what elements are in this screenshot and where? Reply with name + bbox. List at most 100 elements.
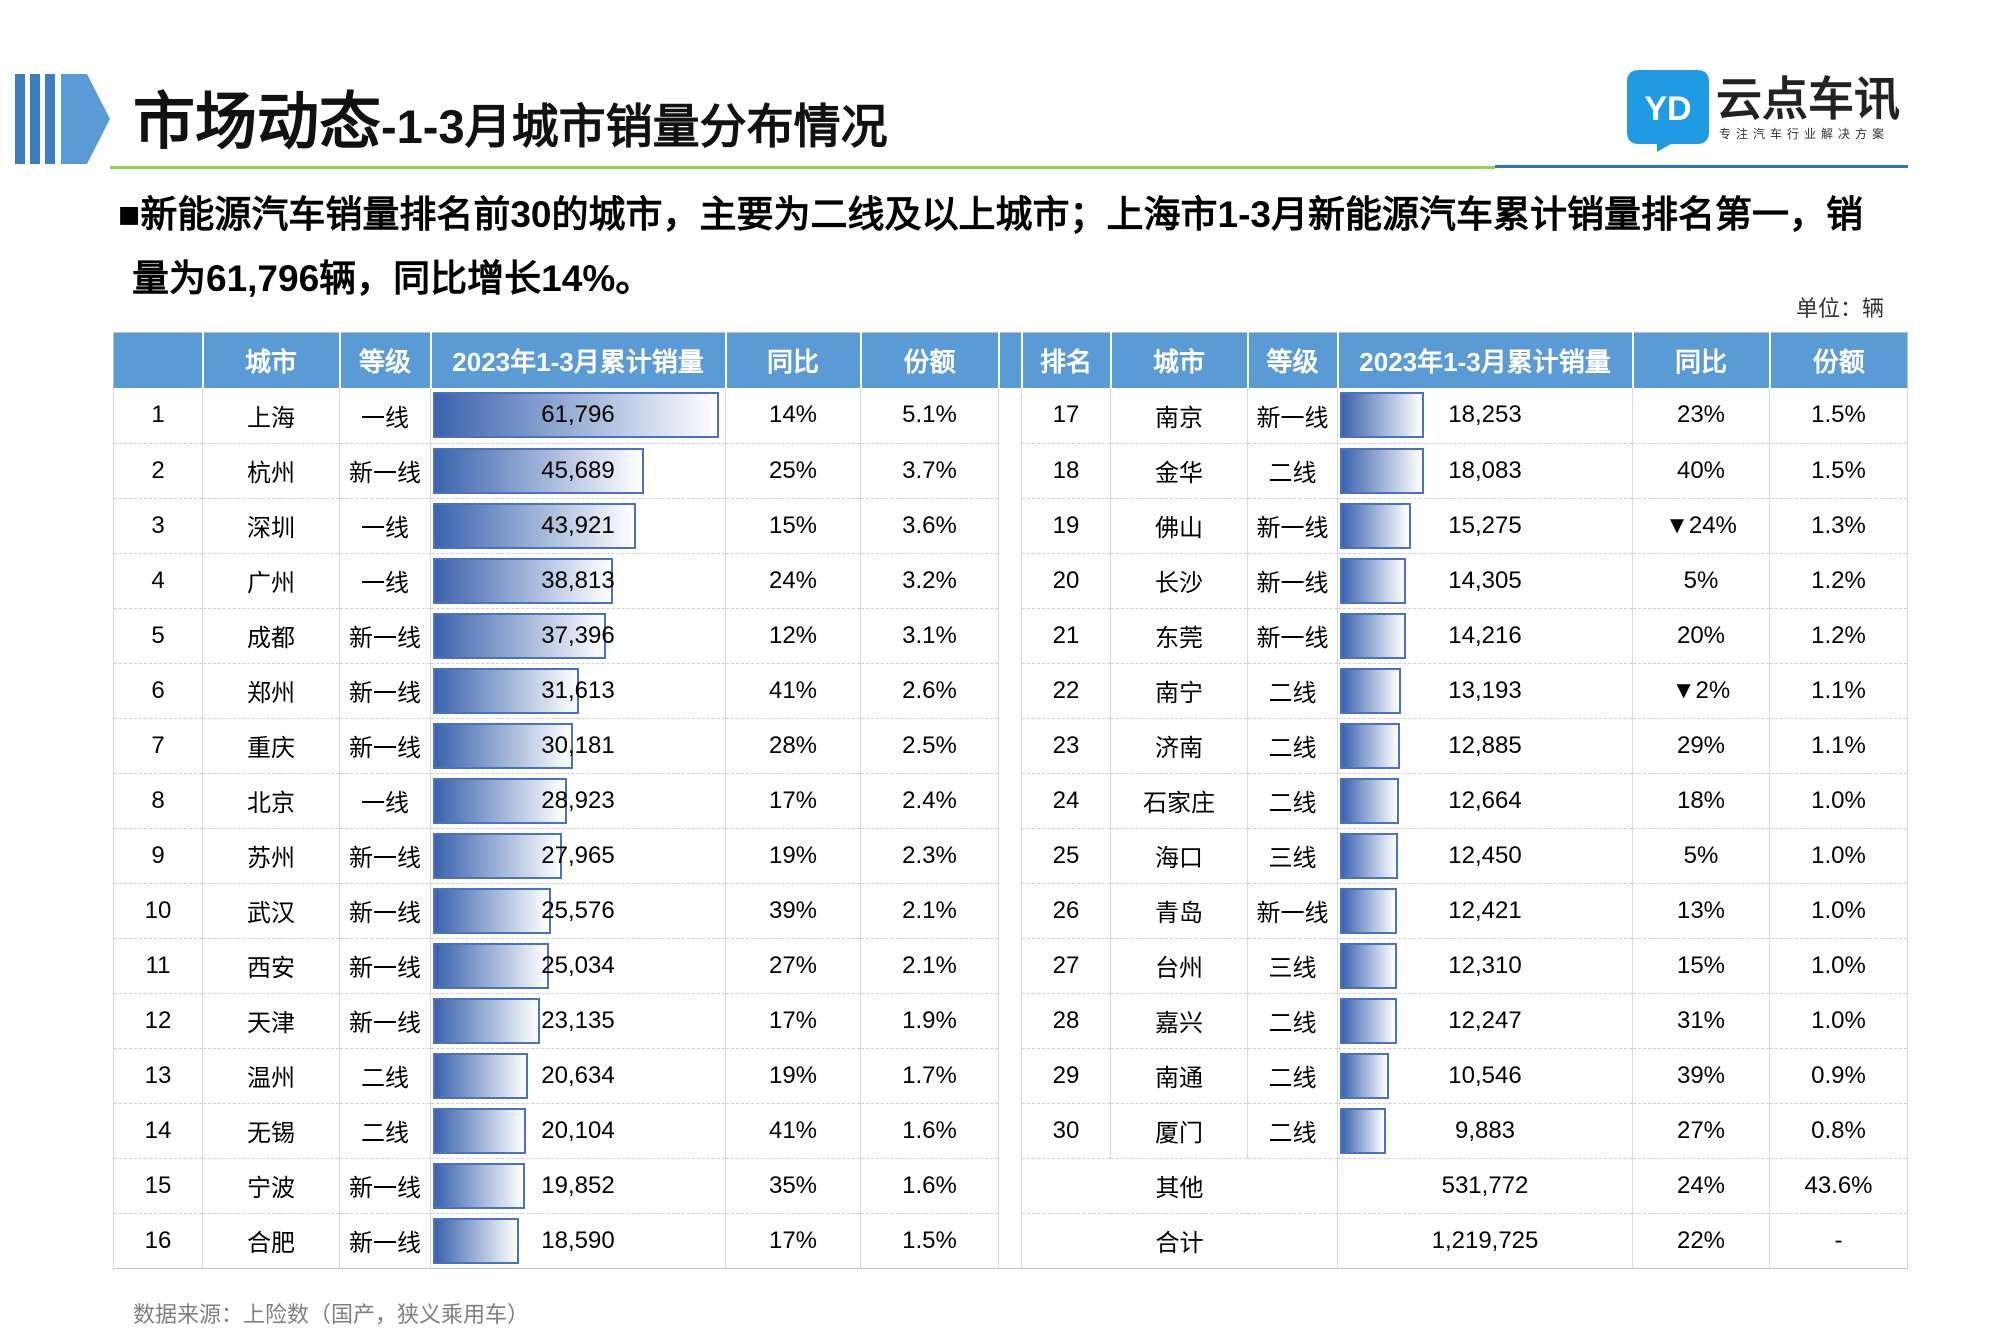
city-cell: 郑州 (202, 663, 340, 719)
sales-cell-inner: 45,689 (431, 444, 725, 498)
sales-bar (433, 942, 549, 989)
column-gap (998, 608, 1022, 663)
city-cell: 佛山 (1110, 498, 1248, 554)
sales-cell: 10,546 (1337, 1048, 1633, 1104)
page-title-main: 市场动态 (133, 88, 382, 157)
sales-cell: 12,247 (1337, 993, 1633, 1049)
tier-cell: 新一线 (1247, 498, 1338, 554)
share-cell: 1.5% (860, 1213, 999, 1269)
share-cell: 2.3% (860, 828, 999, 884)
sales-cell-inner: 28,923 (431, 774, 725, 828)
page-title: 市场动态-1-3月城市销量分布情况 (133, 83, 888, 163)
sales-cell: 31,613 (430, 663, 726, 719)
column-gap (998, 773, 1022, 828)
sales-cell-inner: 9,883 (1338, 1104, 1632, 1158)
rank-cell: 24 (1021, 773, 1111, 829)
rank-cell: 10 (113, 883, 203, 939)
city-cell: 长沙 (1110, 553, 1248, 609)
sales-value: 9,883 (1454, 1116, 1516, 1144)
other-sales-cell: 531,772 (1337, 1158, 1633, 1214)
data-source-note: 数据来源：上险数（国产，狭义乘用车） (133, 1302, 530, 1327)
sales-value: 25,034 (541, 951, 615, 979)
other-share-cell: 43.6% (1769, 1158, 1908, 1214)
rank-cell: 15 (113, 1158, 203, 1214)
sales-cell-inner: 12,310 (1338, 939, 1632, 993)
sales-cell-inner: 18,253 (1338, 388, 1632, 442)
sales-cell-inner: 30,181 (431, 719, 725, 773)
city-cell: 青岛 (1110, 883, 1248, 939)
sales-bar (1340, 722, 1400, 769)
sales-value: 14,216 (1448, 621, 1522, 649)
column-gap (998, 553, 1022, 608)
sales-cell: 12,310 (1337, 938, 1633, 994)
sales-value: 12,421 (1448, 896, 1522, 924)
sales-cell: 43,921 (430, 498, 726, 554)
sales-value: 20,634 (541, 1061, 615, 1089)
tier-cell: 一线 (339, 388, 431, 444)
sales-value: 14,305 (1448, 566, 1522, 594)
sales-value: 12,450 (1448, 841, 1522, 869)
table-row: 10 武汉 新一线 25,576 39% 2.1% 26 青岛 新一线 12,421 13% 1.0% (113, 883, 1908, 939)
table-row: 7 重庆 新一线 30,181 28% 2.5% 23 济南 二线 12,885 29% 1.1% (113, 718, 1908, 774)
logo-tagline: 专注汽车行业解决方案 (1719, 127, 1890, 141)
sales-bar (1340, 667, 1402, 714)
sales-cell-inner: 12,450 (1338, 829, 1632, 883)
share-cell: 3.7% (860, 443, 999, 499)
sales-cell: 20,104 (430, 1103, 726, 1159)
share-cell: 3.2% (860, 553, 999, 609)
title-chevron-icon (15, 74, 110, 164)
sales-value: 12,664 (1448, 786, 1522, 814)
sales-cell-inner: 12,664 (1338, 774, 1632, 828)
tier-cell: 二线 (1247, 1048, 1338, 1104)
yoy-cell: 5% (1632, 828, 1770, 884)
city-cell: 台州 (1110, 938, 1248, 994)
table-row: 12 天津 新一线 23,135 17% 1.9% 28 嘉兴 二线 12,247 31% 1.0% (113, 993, 1908, 1049)
sales-value: 18,590 (541, 1226, 615, 1254)
column-gap (998, 1213, 1022, 1268)
city-cell: 杭州 (202, 443, 340, 499)
column-header-share-left: 份额 (859, 332, 1000, 388)
city-cell: 东莞 (1110, 608, 1248, 664)
column-gap (998, 388, 1022, 443)
yoy-cell: ▼24% (1632, 498, 1770, 554)
rank-cell: 19 (1021, 498, 1111, 554)
table-row: 16 合肥 新一线 18,590 17% 1.5% 合计 1,219,725 22% - (113, 1213, 1908, 1269)
sales-cell-inner: 10,546 (1338, 1049, 1632, 1103)
city-cell: 南通 (1110, 1048, 1248, 1104)
logo-mark: YD (1644, 90, 1691, 128)
table-row: 15 宁波 新一线 19,852 35% 1.6% 其他 531,772 24% 43.6% (113, 1158, 1908, 1214)
sales-cell-inner: 25,576 (431, 884, 725, 938)
column-header-sales-left: 2023年1-3月累计销量 (429, 332, 727, 388)
column-header-city-left: 城市 (201, 332, 341, 388)
rank-cell: 1 (113, 388, 203, 444)
sales-cell-inner: 37,396 (431, 609, 725, 663)
yoy-cell: 20% (1632, 608, 1770, 664)
sales-value: 12,247 (1448, 1006, 1522, 1034)
column-gap (998, 1103, 1022, 1158)
sales-cell-inner: 18,083 (1338, 444, 1632, 498)
table-row: 11 西安 新一线 25,034 27% 2.1% 27 台州 三线 12,310 15% 1.0% (113, 938, 1908, 994)
city-cell: 西安 (202, 938, 340, 994)
sales-bar (433, 777, 567, 824)
sales-bar (433, 1217, 520, 1264)
sales-value: 43,921 (541, 511, 615, 539)
tier-cell: 新一线 (339, 883, 431, 939)
sales-bar (1340, 1107, 1386, 1154)
rank-cell: 6 (113, 663, 203, 719)
sales-bar (1340, 942, 1397, 989)
share-cell: 3.1% (860, 608, 999, 664)
rank-cell: 21 (1021, 608, 1111, 664)
sales-cell: 20,634 (430, 1048, 726, 1104)
sales-value: 10,546 (1448, 1061, 1522, 1089)
city-cell: 广州 (202, 553, 340, 609)
yoy-cell: 27% (1632, 1103, 1770, 1159)
sales-cell-inner: 23,135 (431, 994, 725, 1048)
sales-value: 28,923 (541, 786, 615, 814)
rank-cell: 28 (1021, 993, 1111, 1049)
share-cell: 2.4% (860, 773, 999, 829)
rank-cell: 30 (1021, 1103, 1111, 1159)
city-cell: 上海 (202, 388, 340, 444)
rank-cell: 23 (1021, 718, 1111, 774)
column-header-sales-right: 2023年1-3月累计销量 (1336, 332, 1634, 388)
sales-bar (433, 447, 645, 494)
